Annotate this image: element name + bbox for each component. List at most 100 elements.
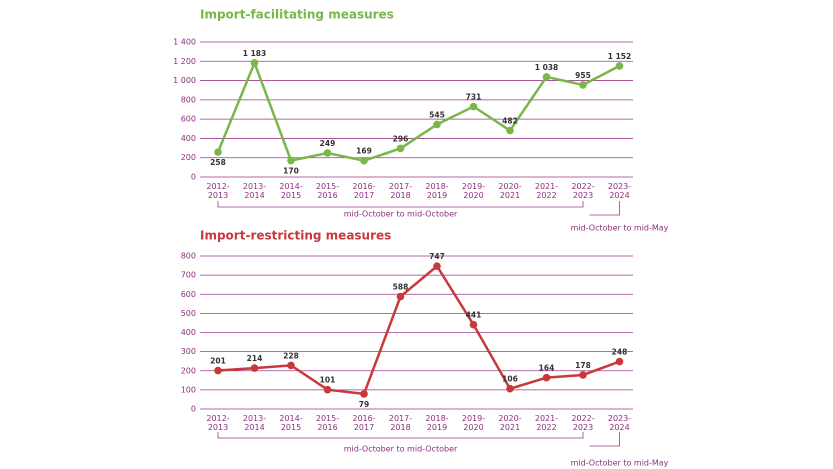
data-point	[542, 73, 551, 81]
data-line	[217, 264, 620, 396]
annotation: mid-October to mid-October	[344, 445, 458, 454]
x-tick-label: 2018-2019	[425, 414, 448, 432]
x-tick-label: 2021-2022	[535, 182, 558, 200]
x-tick-label: 2019-2020	[462, 182, 485, 200]
x-tick-label: 2019-2020	[462, 414, 485, 432]
data-label: 101	[320, 376, 336, 385]
data-label: 955	[575, 71, 591, 80]
data-line	[216, 59, 621, 163]
data-label: 164	[539, 364, 555, 373]
data-point	[615, 357, 624, 366]
data-point	[323, 385, 332, 394]
y-tick-label: 200	[181, 366, 196, 375]
data-label: 1 038	[535, 63, 559, 72]
y-tick-label: 0	[191, 405, 196, 414]
data-label: 248	[612, 348, 628, 357]
data-point	[579, 81, 587, 89]
x-tick-label: 2021-2022	[535, 414, 558, 432]
y-tick-label: 800	[181, 252, 196, 261]
x-tick-label: 2015-2016	[316, 414, 339, 432]
x-tick-label: 2020-2021	[498, 414, 521, 432]
bracket	[217, 201, 584, 208]
data-label: 249	[320, 139, 336, 148]
data-point	[323, 149, 332, 157]
data-label: 258	[210, 158, 226, 167]
data-point	[469, 320, 478, 329]
y-tick-label: 1 000	[173, 76, 196, 85]
x-tick-label: 2023-2024	[608, 182, 631, 200]
y-tick-label: 1 400	[173, 38, 196, 47]
annotation: mid-October to mid-May	[571, 224, 669, 233]
data-label: 545	[429, 110, 445, 119]
x-tick-label: 2022-2023	[571, 414, 594, 432]
data-point	[214, 148, 222, 156]
y-tick-label: 600	[181, 290, 196, 299]
x-tick-label: 2018-2019	[425, 182, 448, 200]
x-tick-label: 2012-2013	[206, 414, 229, 432]
data-label: 201	[210, 357, 226, 366]
x-tick-label: 2016-2017	[352, 182, 375, 200]
y-tick-label: 200	[181, 153, 196, 162]
data-point	[433, 120, 441, 129]
x-tick-label: 2014-2015	[279, 182, 302, 200]
data-label: 441	[466, 311, 482, 320]
x-tick-label: 2015-2016	[316, 182, 339, 200]
data-point	[506, 384, 514, 393]
x-tick-label: 2020-2021	[498, 182, 521, 200]
data-label: 170	[283, 167, 299, 176]
chart-title: Import-facilitating measures	[200, 8, 394, 22]
data-label: 1 152	[608, 52, 632, 61]
y-tick-label: 800	[181, 95, 196, 104]
data-point	[360, 156, 368, 165]
y-tick-label: 100	[181, 385, 196, 394]
data-point	[542, 373, 551, 382]
data-point	[250, 59, 259, 67]
data-label: 214	[247, 354, 263, 363]
data-point	[250, 364, 259, 372]
chart-title: Import-restricting measures	[200, 229, 391, 243]
data-label: 228	[283, 351, 299, 360]
data-label: 731	[466, 93, 482, 102]
bracket	[217, 432, 584, 439]
y-tick-label: 400	[181, 134, 196, 143]
x-tick-label: 2013-2014	[243, 182, 266, 200]
x-tick-label: 2022-2023	[571, 182, 594, 200]
y-tick-label: 700	[181, 271, 196, 280]
data-label: 169	[356, 147, 372, 156]
data-label: 178	[575, 361, 591, 370]
x-tick-label: 2017-2018	[389, 182, 412, 200]
data-point	[579, 371, 587, 379]
x-tick-label: 2016-2017	[352, 414, 375, 432]
data-label: 1 183	[243, 49, 267, 58]
y-tick-label: 500	[181, 309, 196, 318]
data-point	[615, 62, 624, 70]
data-point	[287, 156, 295, 165]
y-tick-label: 0	[191, 173, 196, 182]
data-label: 106	[502, 375, 518, 384]
x-tick-label: 2013-2014	[243, 414, 266, 432]
y-tick-label: 1 200	[173, 57, 196, 66]
data-point	[396, 144, 405, 153]
data-point	[214, 366, 222, 375]
data-point	[360, 390, 368, 398]
data-point	[433, 262, 441, 270]
x-tick-label: 2017-2018	[389, 414, 412, 432]
data-point	[506, 126, 514, 135]
bracket	[589, 201, 620, 216]
x-tick-label: 2014-2015	[279, 414, 302, 432]
y-tick-label: 600	[181, 115, 196, 124]
data-label: 747	[429, 252, 445, 261]
annotation: mid-October to mid-October	[344, 210, 458, 219]
data-label: 296	[393, 134, 409, 143]
data-point	[469, 102, 478, 111]
x-tick-label: 2023-2024	[608, 414, 631, 432]
bracket	[589, 432, 620, 447]
data-point	[396, 292, 405, 301]
data-label: 482	[502, 117, 518, 126]
x-tick-label: 2012-2013	[206, 182, 229, 200]
data-label: 588	[393, 283, 409, 292]
data-point	[287, 361, 295, 370]
annotation: mid-October to mid-May	[571, 459, 669, 468]
y-tick-label: 300	[181, 347, 196, 356]
